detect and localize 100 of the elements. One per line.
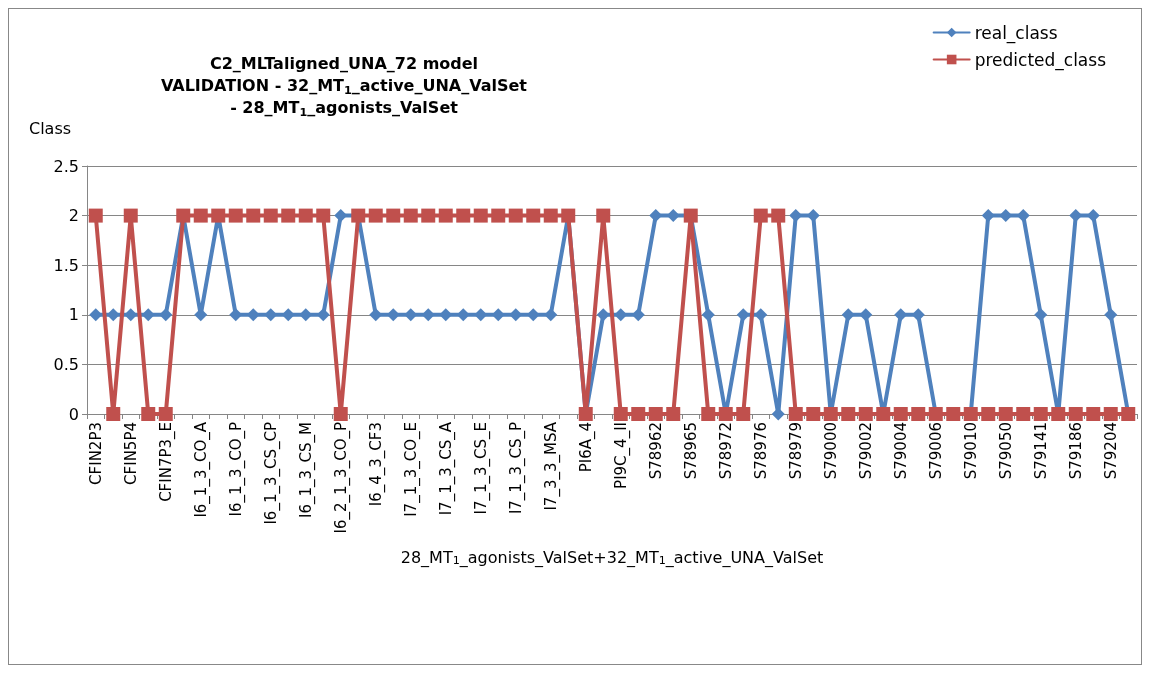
point: [264, 308, 278, 322]
x-tick-label: S79141: [1031, 422, 1050, 480]
legend-label: predicted_class: [974, 49, 1107, 71]
point: [281, 308, 295, 322]
x-tick-label: S79000: [821, 422, 840, 480]
point: [474, 308, 488, 322]
point: [859, 308, 873, 322]
x-tick-label: I6_2_1_3_CO_P: [331, 422, 351, 534]
point: [1016, 407, 1031, 421]
point: [981, 209, 995, 223]
point: [316, 308, 330, 322]
x-tick-label: I7_1_3_CS_P: [506, 422, 526, 515]
point: [316, 208, 331, 223]
x-tick-label: I7_1_3_CO_E: [401, 422, 421, 517]
point: [998, 407, 1013, 421]
point: [666, 209, 680, 223]
point: [841, 308, 855, 322]
point: [911, 407, 926, 421]
point: [298, 208, 313, 223]
x-tick-label: I6_1_3_CS_M: [296, 422, 316, 518]
point: [438, 208, 453, 223]
point: [736, 407, 751, 421]
point: [491, 308, 505, 322]
point: [246, 208, 261, 223]
point: [753, 208, 768, 223]
point: [456, 308, 470, 322]
point: [701, 407, 716, 421]
point: [333, 407, 348, 421]
x-tick-label: S79186: [1066, 422, 1085, 480]
point: [596, 208, 611, 223]
x-tick-label: S79204: [1101, 422, 1120, 480]
point: [229, 308, 243, 322]
x-tick-label: PI6A_4: [576, 422, 596, 473]
x-tick-label: S78965: [681, 422, 700, 480]
x-tick-label: I6_1_3_CS_CP: [261, 422, 281, 525]
point: [508, 208, 523, 223]
point: [141, 308, 155, 322]
point: [1034, 308, 1048, 322]
point: [386, 208, 401, 223]
x-tick-label: PI9C_4_II: [611, 422, 631, 489]
x-tick-label: I6_4_3_CF3: [366, 422, 386, 507]
point: [701, 308, 715, 322]
point: [526, 308, 540, 322]
point: [631, 407, 646, 421]
point: [666, 407, 681, 421]
point: [841, 407, 856, 421]
x-tick-label: S79010: [961, 422, 980, 480]
point: [491, 208, 506, 223]
x-tick-label: I7_1_3_CS_E: [471, 422, 491, 515]
point: [596, 308, 610, 322]
point: [1086, 209, 1100, 223]
point: [386, 308, 400, 322]
point: [421, 208, 436, 223]
point: [1033, 407, 1048, 421]
point: [613, 407, 628, 421]
point: [1104, 308, 1118, 322]
point: [124, 308, 138, 322]
point: [369, 308, 383, 322]
point: [1086, 407, 1101, 421]
x-tick-label: S79006: [926, 422, 945, 480]
x-tick-label: S79004: [891, 422, 910, 480]
point: [736, 308, 750, 322]
point: [194, 308, 208, 322]
point: [893, 407, 908, 421]
point: [771, 407, 785, 421]
point: [1069, 209, 1083, 223]
point: [403, 208, 418, 223]
y-tick-label: 0.5: [53, 354, 79, 374]
point: [299, 308, 313, 322]
x-tick-label: S78976: [751, 422, 770, 480]
point: [858, 407, 873, 421]
x-tick-label: CFIN5P4: [121, 422, 140, 485]
point: [543, 208, 558, 223]
point: [88, 208, 103, 223]
y-tick-label: 1.5: [53, 255, 79, 275]
point: [1103, 407, 1118, 421]
point: [614, 308, 628, 322]
point: [404, 308, 418, 322]
x-tick-label: S78979: [786, 422, 805, 480]
point: [999, 209, 1013, 223]
point: [648, 407, 663, 421]
point: [1016, 209, 1030, 223]
point: [106, 308, 120, 322]
point: [526, 208, 541, 223]
point: [334, 209, 348, 223]
point: [193, 208, 208, 223]
point: [981, 407, 996, 421]
point: [754, 308, 768, 322]
x-tick-label: I7_1_3_CS_A: [436, 421, 456, 516]
point: [439, 308, 453, 322]
point: [789, 209, 803, 223]
point: [911, 308, 925, 322]
point: [368, 208, 383, 223]
point: [649, 209, 663, 223]
x-tick-label: S79002: [856, 422, 875, 480]
legend-label: real_class: [974, 22, 1058, 44]
x-tick-label: S79050: [996, 422, 1015, 480]
point: [421, 308, 435, 322]
x-tick-label: I6_1_3_CO_A: [191, 421, 211, 518]
point: [281, 208, 296, 223]
